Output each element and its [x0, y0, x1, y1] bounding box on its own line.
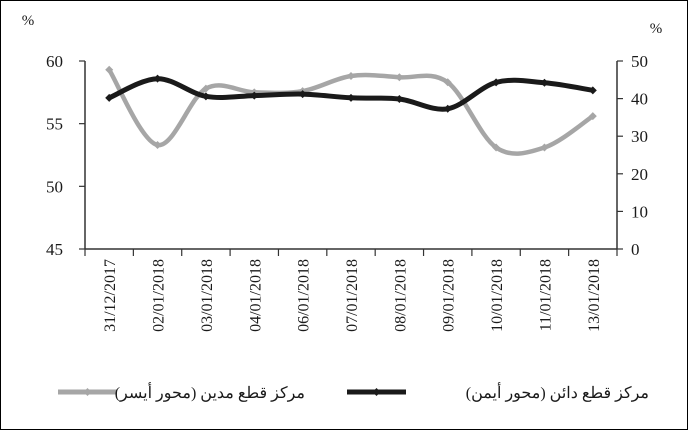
x-tick-label: 10/01/2018: [489, 259, 506, 332]
left-y-tick-label: 50: [46, 177, 63, 196]
right-y-tick-label: 0: [631, 240, 640, 259]
x-tick-label: 31/12/2017: [102, 259, 119, 332]
legend-marker-1: [83, 388, 92, 396]
x-tick-label: 09/01/2018: [441, 259, 458, 332]
data-point-2: [540, 78, 549, 87]
data-point-2: [347, 93, 355, 102]
legend: مركز قطع مدين (محور أيسر) مركز قطع دائن (…: [58, 382, 649, 402]
left-axis-unit: %: [22, 13, 35, 29]
data-point-1: [347, 72, 355, 81]
data-point-1: [105, 65, 114, 74]
right-y-tick-label: 50: [631, 52, 648, 71]
x-tick-label: 08/01/2018: [392, 259, 409, 332]
legend-label-1: مركز قطع مدين (محور أيسر): [115, 382, 305, 402]
left-y-tick-label: 45: [46, 240, 63, 259]
data-point-1: [443, 78, 452, 87]
data-point-1: [395, 73, 404, 82]
x-tick-label: 04/01/2018: [247, 259, 264, 332]
data-point-2: [492, 78, 501, 87]
x-tick-label: 02/01/2018: [151, 259, 168, 332]
data-point-2: [443, 104, 452, 113]
data-point-2: [395, 94, 404, 103]
data-point-1: [201, 84, 210, 93]
data-point-2: [153, 74, 162, 83]
data-point-2: [105, 93, 114, 102]
axes: 45 50 55 60 0 10 20 30 40 50 31/12/2017 02/01/2018 0…: [46, 52, 648, 332]
right-y-tick-label: 30: [631, 127, 648, 146]
data-point-1: [492, 143, 501, 152]
right-y-tick-label: 40: [631, 90, 648, 109]
data-point-2: [588, 86, 597, 95]
x-tick-label: 11/01/2018: [537, 259, 554, 331]
right-y-tick-label: 10: [631, 202, 648, 221]
series-group: [105, 65, 597, 156]
data-point-2: [201, 92, 210, 101]
data-point-1: [153, 140, 162, 149]
data-point-2: [250, 91, 259, 100]
x-tick-label: 03/01/2018: [199, 259, 216, 332]
right-y-tick-label: 20: [631, 165, 648, 184]
x-tick-label: 13/01/2018: [586, 259, 603, 332]
legend-marker-2: [372, 388, 381, 396]
left-y-tick-label: 55: [46, 115, 63, 134]
data-point-1: [540, 143, 549, 152]
legend-label-2: مركز قطع دائن (محور أيمن): [466, 382, 649, 402]
x-tick-label: 06/01/2018: [296, 259, 313, 332]
left-y-tick-label: 60: [46, 52, 63, 71]
data-point-2: [298, 90, 307, 99]
right-axis-unit: %: [650, 21, 663, 37]
data-point-1: [588, 112, 597, 121]
x-tick-label: 07/01/2018: [344, 259, 361, 332]
